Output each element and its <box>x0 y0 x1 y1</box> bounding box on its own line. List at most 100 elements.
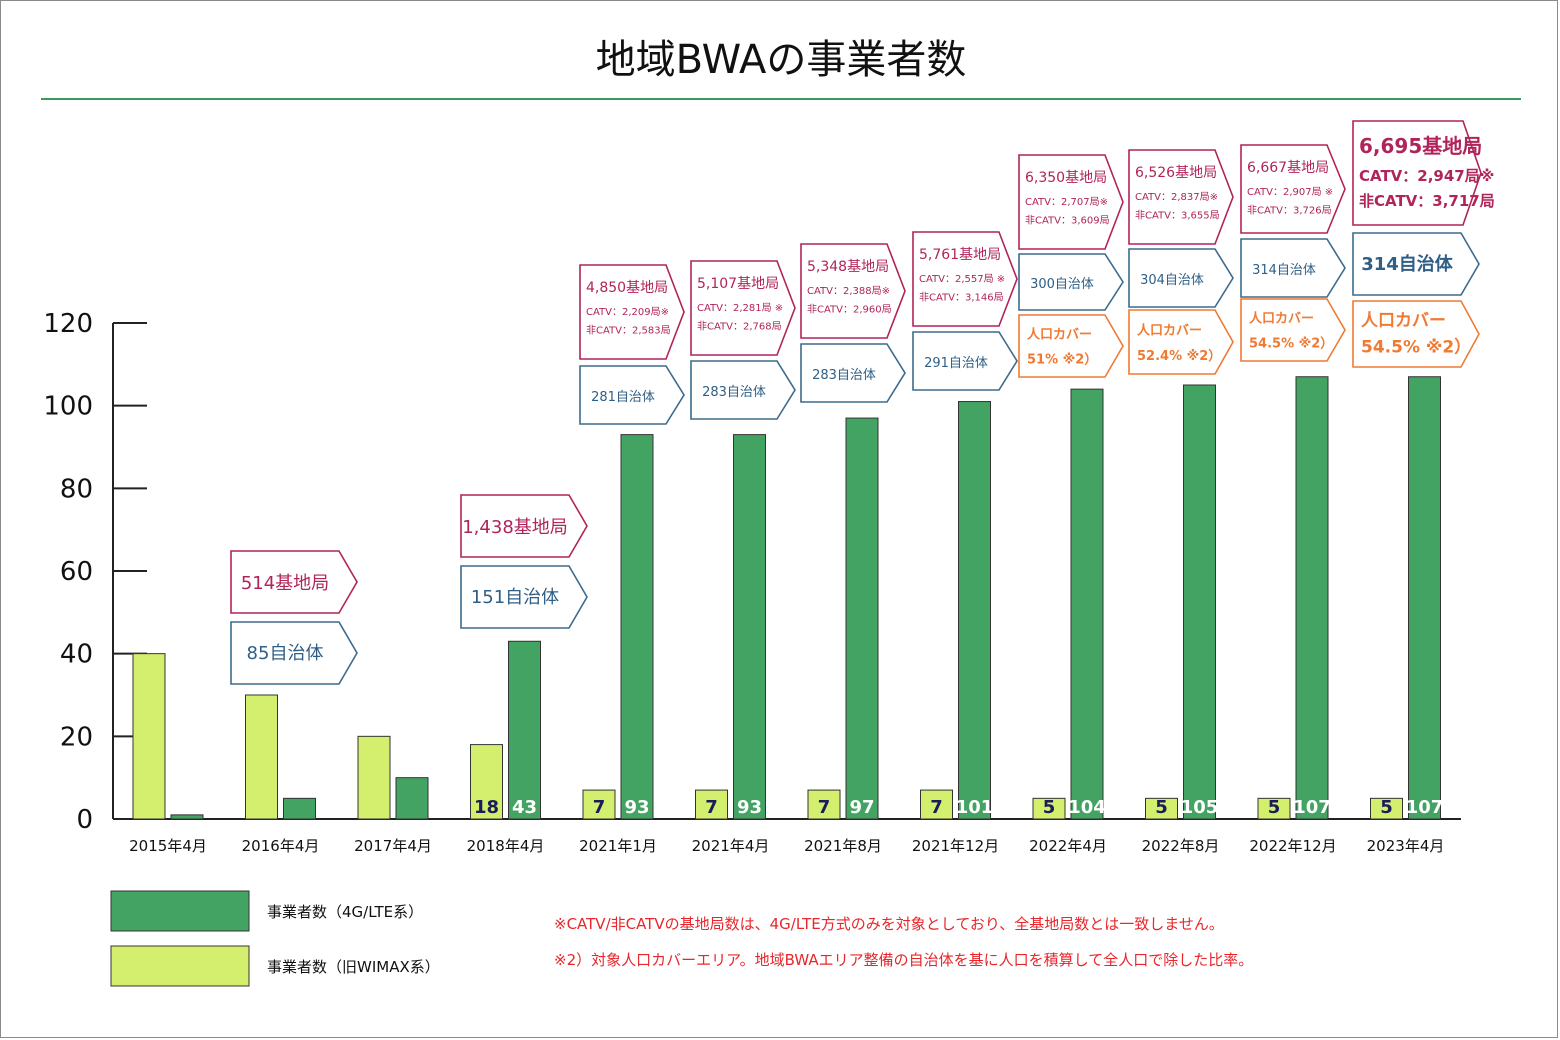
coverage-label: 人口カバー <box>1249 311 1314 327</box>
municipality-count: 281自治体 <box>591 390 655 405</box>
bar-lte <box>845 417 879 820</box>
bar-label-wimax: 5 <box>1155 797 1168 818</box>
legend-label: 事業者数（旧WIMAX系） <box>267 958 440 976</box>
municipality-count: 283自治体 <box>702 385 766 400</box>
y-tick-label: 100 <box>43 392 93 422</box>
bar-label-lte: 104 <box>1068 797 1106 818</box>
x-tick-label: 2016年4月 <box>242 837 320 855</box>
station-non-catv: 非CATV：2,768局 <box>697 320 782 332</box>
x-tick-label: 2021年1月 <box>579 837 657 855</box>
x-axis-labels: 2015年4月 2016年4月 2017年4月 2018年4月 2021年1月 2021年… <box>129 837 1444 855</box>
municipality-box <box>1240 238 1346 298</box>
bar-lte <box>170 814 204 820</box>
y-tick-label: 120 <box>43 309 93 339</box>
x-tick-label: 2023年4月 <box>1367 837 1445 855</box>
station-count: 6,526基地局 <box>1135 164 1217 181</box>
station-count: 5,761基地局 <box>919 246 1001 263</box>
y-tick-label: 20 <box>60 722 93 752</box>
station-box <box>579 264 685 360</box>
station-box <box>230 550 358 614</box>
coverage-percent: 51% ※2） <box>1027 351 1097 367</box>
y-tick-label: 60 <box>60 557 93 587</box>
municipality-box <box>800 343 906 403</box>
x-tick-label: 2022年4月 <box>1029 837 1107 855</box>
x-tick-label: 2017年4月 <box>354 837 432 855</box>
station-box <box>800 243 906 339</box>
bar-lte <box>1295 376 1329 820</box>
station-box <box>460 494 588 558</box>
station-catv: CATV：2,947局※ <box>1359 167 1494 185</box>
municipality-count: 283自治体 <box>812 368 876 383</box>
bar-label-lte: 107 <box>1293 797 1331 818</box>
station-count: 6,667基地局 <box>1247 159 1329 176</box>
station-count: 6,350基地局 <box>1025 169 1107 186</box>
station-non-catv: 非CATV：3,726局 <box>1247 204 1332 216</box>
municipality-count: 314自治体 <box>1252 263 1316 278</box>
footnotes: ※CATV/非CATVの基地局数は、4G/LTE方式のみを対象としており、全基地… <box>554 915 1253 969</box>
station-non-catv: 非CATV：3,717局 <box>1359 192 1495 210</box>
municipality-box <box>690 360 796 420</box>
municipality-box <box>460 565 588 629</box>
bar-label-lte: 105 <box>1181 797 1219 818</box>
x-tick-label: 2021年4月 <box>692 837 770 855</box>
station-non-catv: 非CATV：3,146局 <box>919 291 1004 303</box>
legend-swatch <box>110 945 250 987</box>
coverage-percent: 52.4% ※2） <box>1137 348 1221 364</box>
x-tick-label: 2015年4月 <box>129 837 207 855</box>
annotations: 514基地局 85自治体 1,438基地局 151自治体 4,850基地局 CATV：2,… <box>230 120 1495 685</box>
bar-wimax <box>920 789 953 820</box>
bar-label-lte: 93 <box>737 797 762 818</box>
station-non-catv: 非CATV：2,583局 <box>586 324 671 336</box>
bar-wimax <box>357 735 391 820</box>
chart-title: 地域BWAの事業者数 <box>596 37 967 83</box>
bar-label-wimax: 5 <box>1268 797 1281 818</box>
x-tick-label: 2021年12月 <box>912 837 999 855</box>
station-catv: CATV：2,907局 ※ <box>1247 186 1333 198</box>
footnote: ※2）対象人口カバーエリア。地域BWAエリア整備の自治体を基に人口を積算して全人… <box>554 951 1253 969</box>
bar-lte <box>283 797 316 820</box>
station-box <box>1018 154 1124 250</box>
station-catv: CATV：2,209局※ <box>586 306 669 318</box>
bar-label-wimax: 7 <box>705 797 718 818</box>
x-tick-label: 2022年8月 <box>1142 837 1220 855</box>
bar-lte <box>958 401 991 820</box>
y-tick-label: 80 <box>60 474 93 504</box>
bar-lte <box>1408 376 1441 820</box>
municipality-count: 291自治体 <box>924 356 988 371</box>
municipality-box <box>230 621 358 685</box>
station-catv: CATV：2,707局※ <box>1025 196 1108 208</box>
municipality-count: 151自治体 <box>471 587 559 608</box>
coverage-label: 人口カバー <box>1137 322 1202 338</box>
municipality-box <box>1352 232 1480 296</box>
station-box <box>1352 120 1482 226</box>
bar-wimax <box>807 789 841 820</box>
station-box <box>1240 144 1346 234</box>
station-box <box>690 260 796 356</box>
station-count: 514基地局 <box>241 573 329 594</box>
bar-label-lte: 93 <box>624 797 649 818</box>
bar-label-wimax: 5 <box>1043 797 1056 818</box>
y-tick-label: 40 <box>60 640 93 670</box>
x-tick-label: 2022年12月 <box>1249 837 1336 855</box>
coverage-box <box>1018 314 1124 378</box>
x-tick-label: 2021年8月 <box>804 837 882 855</box>
y-axis: 0 20 40 60 80 100 120 <box>43 309 1461 835</box>
legend-swatch <box>110 890 250 932</box>
municipality-box <box>1128 248 1234 308</box>
bar-wimax <box>1370 797 1403 820</box>
station-box <box>1128 149 1234 245</box>
bar-label-lte: 101 <box>956 797 994 818</box>
station-count: 5,107基地局 <box>697 275 779 292</box>
station-catv: CATV：2,388局※ <box>807 285 890 297</box>
station-count: 4,850基地局 <box>586 279 668 296</box>
municipality-count: 85自治体 <box>247 643 324 664</box>
legend-label: 事業者数（4G/LTE系） <box>267 903 423 921</box>
bar-wimax <box>582 789 616 820</box>
coverage-box <box>1240 298 1346 362</box>
legend: 事業者数（4G/LTE系） 事業者数（旧WIMAX系） <box>110 890 440 987</box>
bar-label-lte: 43 <box>512 797 537 818</box>
bar-label-wimax: 18 <box>474 797 499 818</box>
station-non-catv: 非CATV：3,655局 <box>1135 209 1220 221</box>
municipality-count: 314自治体 <box>1361 253 1454 275</box>
